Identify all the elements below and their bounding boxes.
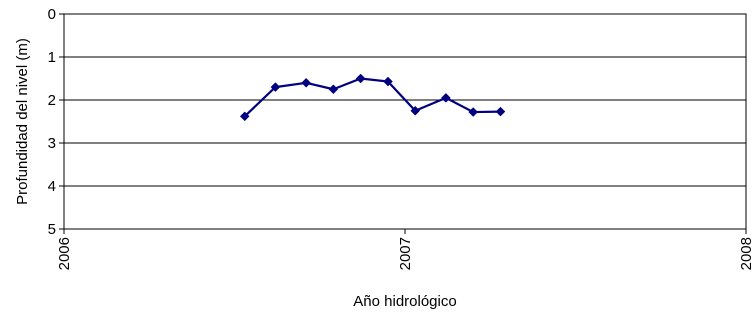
plot-area-frame: [63, 13, 747, 230]
y-tick-label: 0: [48, 6, 56, 23]
data-point-marker: [383, 76, 393, 87]
x-axis-ticks: 2006 2007 2008: [56, 229, 753, 270]
y-tick-label: 2: [48, 92, 56, 109]
y-tick-label: 1: [48, 49, 56, 66]
series-layer: [239, 73, 506, 122]
data-point-marker: [468, 107, 479, 117]
data-point-marker: [239, 111, 250, 122]
data-point-marker: [328, 84, 339, 95]
y-tick-label: 5: [48, 221, 56, 238]
y-tick-label: 3: [48, 135, 56, 152]
x-axis-title: Año hidrológico: [353, 293, 456, 310]
y-tick-label: 4: [48, 178, 56, 195]
series-line: [243, 77, 501, 118]
x-tick-label: 2008: [738, 237, 753, 270]
data-point-marker: [441, 92, 451, 103]
x-tick-label: 2006: [56, 237, 73, 270]
y-axis-title: Profundidad del nivel (m): [14, 38, 31, 205]
data-point-marker: [301, 77, 311, 88]
y-axis-ticks: 0 1 2 3 4 5: [48, 6, 64, 238]
data-point-marker: [410, 105, 421, 116]
data-point-marker: [270, 82, 281, 92]
x-tick-label: 2007: [397, 237, 414, 270]
data-point-marker: [495, 106, 506, 117]
grid-lines: [64, 13, 746, 230]
data-point-marker: [355, 73, 366, 84]
